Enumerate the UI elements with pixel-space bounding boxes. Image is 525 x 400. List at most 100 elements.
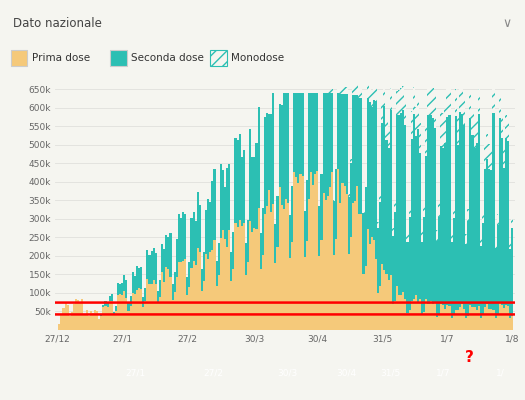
Bar [268, 114, 270, 190]
Bar [83, 314, 86, 330]
Bar [77, 300, 79, 330]
Bar [247, 262, 249, 330]
Bar [345, 94, 348, 194]
Bar [81, 299, 83, 330]
Bar [440, 304, 442, 330]
Text: ?: ? [466, 350, 474, 366]
Bar [408, 205, 411, 218]
Bar [258, 107, 260, 208]
Bar [193, 261, 195, 330]
Bar [444, 109, 446, 143]
Bar [176, 277, 178, 330]
Bar [446, 89, 448, 117]
Bar [184, 258, 186, 330]
Bar [322, 192, 324, 330]
Bar [375, 86, 377, 101]
Bar [421, 315, 423, 330]
Bar [343, 94, 345, 186]
Bar [121, 295, 123, 330]
Bar [262, 254, 264, 330]
Bar [184, 214, 186, 258]
Bar [486, 159, 488, 304]
Bar [379, 194, 381, 202]
Bar [440, 112, 442, 146]
Bar [364, 266, 366, 330]
Bar [104, 301, 107, 306]
Bar [360, 214, 362, 330]
Bar [396, 286, 398, 330]
Bar [434, 302, 436, 330]
Bar [146, 250, 149, 279]
Bar [297, 183, 299, 330]
Bar [499, 95, 501, 118]
Bar [96, 311, 98, 330]
Bar [165, 267, 167, 330]
Bar [358, 88, 360, 98]
Bar [299, 93, 301, 174]
Bar [228, 164, 230, 230]
Bar [390, 88, 392, 110]
Text: 27/2: 27/2 [204, 368, 224, 378]
Bar [264, 117, 266, 214]
Bar [306, 180, 308, 241]
Bar [205, 210, 207, 254]
Bar [488, 144, 490, 169]
Bar [155, 253, 157, 284]
Text: 27/1: 27/1 [125, 368, 145, 378]
Bar [432, 88, 434, 118]
Bar [356, 86, 358, 95]
Bar [354, 95, 356, 201]
Bar [490, 170, 492, 309]
Bar [226, 168, 228, 247]
Bar [337, 88, 339, 93]
Bar [110, 50, 127, 66]
Bar [216, 261, 218, 286]
Bar [125, 298, 128, 330]
Bar [503, 168, 505, 308]
Bar [67, 305, 69, 330]
Bar [318, 206, 320, 256]
Bar [413, 299, 415, 330]
Bar [350, 159, 352, 163]
Bar [188, 262, 191, 287]
Bar [107, 302, 109, 307]
Bar [421, 231, 423, 242]
Bar [492, 89, 495, 113]
Bar [419, 123, 421, 153]
Bar [421, 242, 423, 315]
Bar [505, 138, 507, 305]
Bar [251, 232, 254, 330]
Bar [161, 244, 163, 272]
Bar [272, 204, 275, 330]
Bar [375, 259, 377, 330]
Bar [396, 91, 398, 115]
Bar [400, 295, 402, 330]
Bar [186, 295, 188, 330]
Bar [303, 210, 306, 257]
Bar [260, 269, 262, 330]
Bar [281, 205, 283, 330]
Bar [511, 228, 513, 316]
Bar [94, 310, 96, 330]
Bar [136, 266, 138, 290]
Bar [331, 172, 333, 330]
Bar [497, 214, 499, 225]
Bar [461, 114, 463, 304]
Bar [312, 93, 314, 185]
Bar [413, 114, 415, 299]
Bar [128, 303, 130, 311]
Bar [301, 176, 303, 330]
Bar [212, 250, 214, 330]
Bar [436, 230, 438, 242]
Bar [254, 157, 256, 228]
Bar [394, 301, 396, 330]
Bar [476, 118, 478, 144]
Bar [157, 304, 159, 330]
Bar [474, 122, 476, 148]
Bar [222, 170, 224, 230]
Bar [429, 301, 432, 330]
Text: Dato nazionale: Dato nazionale [13, 17, 102, 30]
Bar [507, 306, 509, 330]
Bar [371, 92, 373, 107]
Bar [387, 127, 390, 148]
